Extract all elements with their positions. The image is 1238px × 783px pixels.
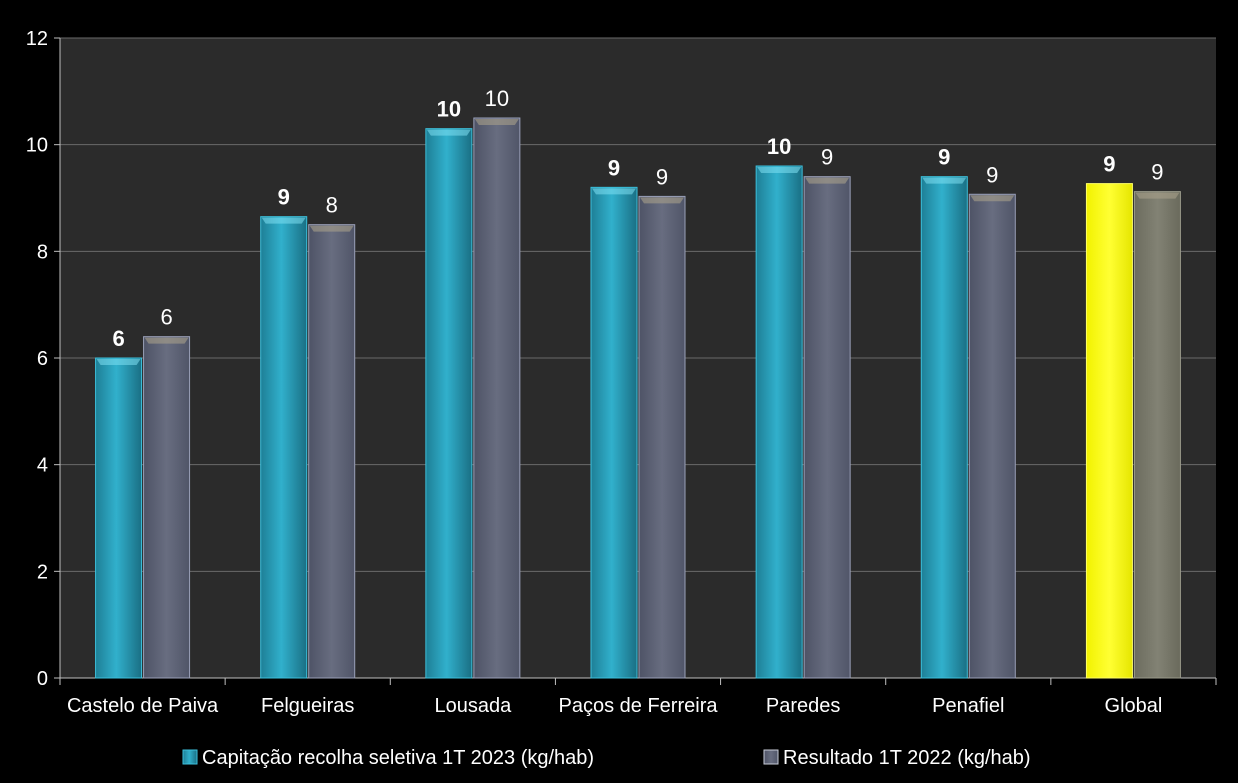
legend-label: Capitação recolha seletiva 1T 2023 (kg/h… (202, 747, 594, 769)
bar-bevel (261, 217, 306, 224)
bar-2022 (473, 117, 521, 679)
data-label-2023: 6 (112, 326, 124, 351)
y-tick-label: 12 (26, 28, 48, 50)
bars (95, 117, 1181, 679)
x-tick-label: Castelo de Paiva (67, 695, 219, 717)
bar-2023 (425, 128, 473, 679)
data-label-2022: 9 (986, 162, 998, 187)
bar-2022 (1133, 191, 1181, 679)
bar-2023 (920, 176, 968, 679)
bar-bevel (144, 337, 189, 344)
legend-item-2022: Resultado 1T 2022 (kg/hab) (763, 747, 1031, 769)
y-tick-label: 0 (37, 668, 48, 690)
y-tick-label: 8 (37, 241, 48, 263)
gridlines (60, 37, 1216, 572)
bar-2023 (755, 165, 803, 679)
legend: Capitação recolha seletiva 1T 2023 (kg/h… (182, 747, 1031, 769)
bar-2023 (1085, 183, 1133, 679)
bar-2022 (803, 176, 851, 679)
legend-item-2023: Capitação recolha seletiva 1T 2023 (kg/h… (182, 747, 594, 769)
bar-bevel (757, 167, 802, 173)
y-tick-label: 2 (37, 561, 48, 583)
bar-bevel (970, 195, 1015, 202)
bar-2023 (590, 186, 638, 679)
data-label-2023: 9 (278, 185, 290, 210)
bar-2023 (260, 216, 308, 679)
bar-bevel (1135, 192, 1180, 199)
bar-2022 (638, 195, 686, 679)
x-tick-label: Penafiel (932, 695, 1004, 717)
axes: 0 2 4 6 8 10 12 Castelo de Paiva Felgueiras Lousa… (26, 28, 1217, 717)
data-label-2023: 9 (938, 145, 950, 170)
bar-2022 (308, 224, 356, 679)
bar-bevel (592, 188, 636, 195)
data-label-2022: 9 (821, 145, 833, 170)
data-label-2023: 9 (1103, 152, 1115, 177)
data-label-2022: 6 (160, 305, 172, 330)
bar-2023 (95, 357, 143, 679)
data-label-2023: 10 (767, 134, 791, 159)
x-tick-label: Global (1105, 695, 1163, 717)
bar-2022 (968, 193, 1016, 679)
data-label-2023: 9 (608, 155, 620, 180)
data-label-2022: 9 (1151, 160, 1163, 185)
x-tick-label: Felgueiras (261, 695, 354, 717)
x-tick-label: Lousada (434, 695, 512, 717)
data-label-2022: 9 (656, 164, 668, 189)
bar-bevel (640, 197, 684, 204)
legend-swatch (763, 749, 779, 765)
y-tick-label: 10 (26, 135, 48, 157)
bar-bevel (922, 177, 967, 184)
legend-swatch (182, 749, 198, 765)
bar-bevel (96, 359, 141, 365)
data-label-2022: 10 (485, 86, 509, 111)
bar-bevel (309, 225, 354, 232)
bar-2022 (143, 336, 191, 679)
data-labels: 6 9 10 9 10 9 9 6 8 10 9 9 9 9 (112, 86, 1163, 351)
legend-label: Resultado 1T 2022 (kg/hab) (783, 747, 1031, 769)
bar-bevel (426, 129, 471, 136)
data-label-2023: 10 (437, 97, 461, 122)
x-tick-label: Paredes (766, 695, 841, 717)
x-tick-label: Paços de Ferreira (559, 695, 719, 717)
y-tick-label: 4 (37, 455, 48, 477)
bar-bevel (474, 119, 519, 125)
data-label-2022: 8 (326, 193, 338, 218)
bar-bevel (805, 177, 850, 184)
y-tick-label: 6 (37, 348, 48, 370)
